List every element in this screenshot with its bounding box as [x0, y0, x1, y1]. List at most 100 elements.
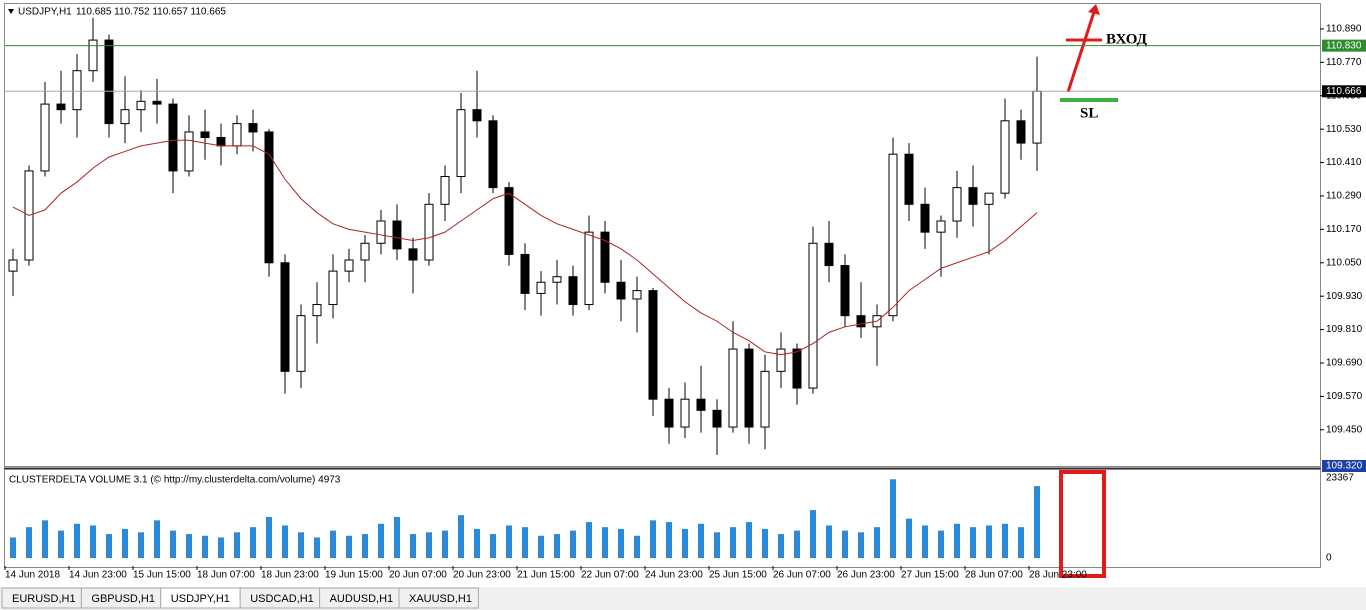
x-tick-label: 19 Jun 15:00 — [325, 570, 383, 581]
candle-body — [8, 259, 18, 272]
volume-bar — [634, 535, 640, 558]
candle-body — [520, 253, 530, 294]
volume-bar — [138, 532, 144, 558]
volume-bar — [746, 522, 752, 558]
x-tick-label: 26 Jun 07:00 — [773, 570, 831, 581]
x-tick-label: 14 Jun 23:00 — [69, 570, 127, 581]
candle-body — [920, 203, 930, 233]
volume-bar — [394, 516, 400, 558]
candle-body — [472, 109, 482, 122]
volume-bar — [698, 523, 704, 558]
volume-bar — [538, 535, 544, 558]
volume-bar — [618, 528, 624, 558]
volume-bar — [250, 527, 256, 558]
volume-bar — [1002, 523, 1008, 558]
y-tick-label: 0 — [1326, 553, 1332, 564]
entry-label: ВХОД — [1106, 31, 1148, 47]
chart-title: USDJPY,H1 — [18, 7, 72, 18]
price-tag-label: 110.830 — [1326, 40, 1362, 51]
volume-bar — [330, 530, 336, 558]
x-tick-label: 20 Jun 23:00 — [453, 570, 511, 581]
volume-bar — [570, 530, 576, 558]
tab-label[interactable]: EURUSD,H1 — [12, 593, 76, 605]
volume-bar — [810, 510, 816, 558]
y-tick-label: 109.570 — [1326, 391, 1363, 402]
tab-label[interactable]: AUDUSD,H1 — [330, 593, 394, 605]
volume-bar — [42, 520, 48, 558]
volume-bar — [778, 534, 784, 558]
candle-body — [200, 131, 210, 139]
volume-bar — [858, 532, 864, 558]
candle-body — [568, 276, 578, 306]
candle-body — [712, 409, 722, 428]
y-tick-label: 110.170 — [1326, 224, 1362, 235]
volume-bar — [442, 530, 448, 558]
volume-bar — [218, 537, 224, 558]
volume-bar — [90, 525, 96, 558]
candle-body — [440, 175, 450, 205]
volume-bar — [234, 532, 240, 558]
candle-body — [40, 103, 50, 172]
volume-bar — [890, 479, 896, 558]
candle-body — [856, 315, 866, 328]
candle-body — [488, 120, 498, 189]
candle-body — [616, 281, 626, 300]
candle-body — [392, 220, 402, 250]
volume-bar — [474, 528, 480, 558]
candle-body — [776, 348, 786, 372]
candle-body — [408, 248, 418, 261]
candle-body — [792, 348, 802, 389]
indicator-title: CLUSTERDELTA VOLUME 3.1 (© http://my.clu… — [9, 475, 341, 486]
candle-body — [760, 370, 770, 428]
volume-bar — [122, 528, 128, 558]
candle-body — [168, 103, 178, 172]
tab-label[interactable]: GBPUSD,H1 — [91, 593, 155, 605]
candle-body — [72, 70, 82, 111]
volume-bar — [490, 534, 496, 558]
x-tick-label: 18 Jun 23:00 — [261, 570, 319, 581]
candle-body — [680, 398, 690, 428]
volume-bar — [458, 515, 464, 558]
x-tick-label: 27 Jun 15:00 — [901, 570, 959, 581]
candle-body — [536, 281, 546, 294]
volume-bar — [266, 516, 272, 558]
volume-bar — [106, 534, 112, 558]
tab-label[interactable]: USDJPY,H1 — [171, 593, 230, 605]
candle-body — [120, 109, 130, 125]
volume-bar — [378, 523, 384, 558]
tab[interactable] — [398, 587, 479, 609]
volume-bar — [826, 525, 832, 558]
volume-bar — [922, 525, 928, 558]
tab-label[interactable]: USDCAD,H1 — [250, 593, 314, 605]
y-tick-label: 110.890 — [1326, 24, 1362, 35]
menu-triangle[interactable] — [8, 9, 14, 14]
price-tag-label: 110.666 — [1326, 86, 1362, 97]
y-tick-label: 110.410 — [1326, 157, 1362, 168]
y-tick-label: 110.530 — [1326, 124, 1362, 135]
y-tick-label: 23367 — [1326, 473, 1354, 484]
x-tick-label: 25 Jun 15:00 — [709, 570, 767, 581]
candle-body — [152, 100, 162, 105]
volume-bar — [186, 534, 192, 558]
candle-body — [952, 187, 962, 222]
x-tick-label: 21 Jun 15:00 — [517, 570, 575, 581]
candle-body — [936, 220, 946, 233]
price-tag — [1322, 85, 1366, 98]
x-tick-label: 18 Jun 07:00 — [197, 570, 255, 581]
candle-body — [264, 131, 274, 264]
volume-bar — [762, 528, 768, 558]
volume-bar — [314, 537, 320, 558]
candle-body — [904, 153, 914, 205]
volume-bar — [666, 522, 672, 558]
y-tick-label: 109.810 — [1326, 324, 1363, 335]
volume-bar — [986, 525, 992, 558]
candle-body — [280, 262, 290, 372]
volume-bar — [714, 532, 720, 558]
volume-bar — [906, 518, 912, 558]
tab-label[interactable]: XAUUSD,H1 — [409, 593, 472, 605]
volume-bar — [842, 530, 848, 558]
volume-bar — [1034, 486, 1040, 558]
candle-body — [984, 192, 994, 205]
volume-bar — [954, 523, 960, 558]
